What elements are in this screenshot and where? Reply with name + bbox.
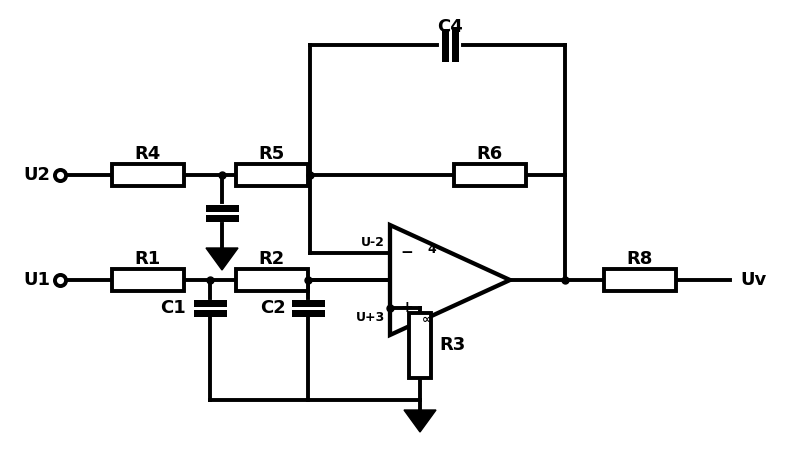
Text: 4: 4 — [428, 243, 436, 256]
Text: C4: C4 — [437, 18, 463, 36]
Text: C2: C2 — [260, 299, 286, 317]
Text: +: + — [400, 300, 413, 315]
Bar — [409, 312, 431, 377]
Bar — [236, 269, 308, 291]
Text: R8: R8 — [627, 250, 653, 268]
Bar — [454, 164, 526, 186]
Text: R3: R3 — [439, 336, 466, 354]
Polygon shape — [206, 248, 238, 270]
Bar — [112, 164, 184, 186]
Text: R1: R1 — [135, 250, 161, 268]
Text: R6: R6 — [477, 145, 503, 163]
Bar — [112, 269, 184, 291]
Polygon shape — [404, 410, 436, 432]
Text: R4: R4 — [135, 145, 161, 163]
Text: U1: U1 — [23, 271, 50, 289]
Text: U+3: U+3 — [356, 311, 385, 324]
Text: U2: U2 — [23, 166, 50, 184]
Text: R5: R5 — [259, 145, 285, 163]
Bar — [236, 164, 308, 186]
Text: U-2: U-2 — [361, 236, 385, 249]
Text: R2: R2 — [259, 250, 285, 268]
Text: ∞: ∞ — [422, 313, 432, 326]
Text: C1: C1 — [160, 299, 186, 317]
Bar — [604, 269, 676, 291]
Text: −: − — [400, 245, 413, 260]
Text: Uv: Uv — [740, 271, 766, 289]
